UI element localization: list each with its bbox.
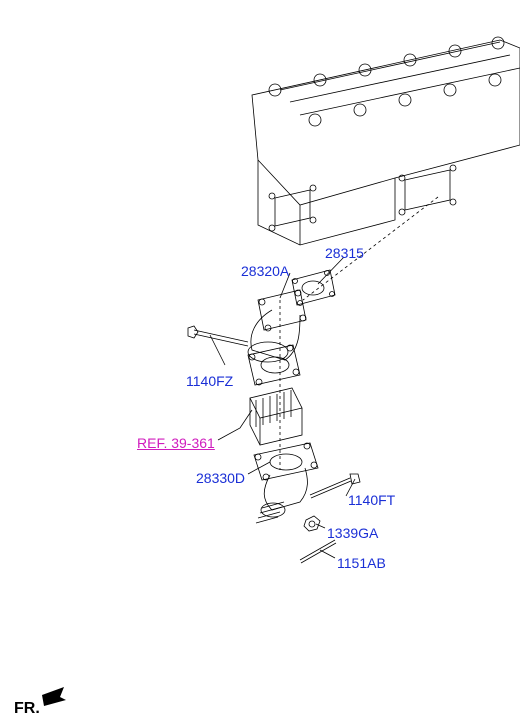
part-1140FZ: [188, 326, 248, 346]
part-28320A: [248, 290, 306, 385]
part-1339GA: [304, 516, 320, 531]
part-28315: [292, 270, 335, 306]
callout-28330D[interactable]: 28330D: [196, 470, 245, 486]
parts-diagram: 28315 28320A 1140FZ 28330D 1140FT 1339GA…: [0, 0, 520, 727]
reference-link[interactable]: REF. 39-361: [137, 435, 215, 451]
callout-1140FZ[interactable]: 1140FZ: [186, 373, 233, 389]
callout-1339GA[interactable]: 1339GA: [327, 525, 378, 541]
callout-28315[interactable]: 28315: [325, 245, 364, 261]
part-ref-39-361: [250, 388, 302, 445]
part-28330D: [254, 443, 318, 523]
cylinder-head: [252, 37, 520, 245]
callout-28320A[interactable]: 28320A: [241, 263, 289, 279]
callout-1140FT[interactable]: 1140FT: [348, 492, 395, 508]
fr-label: FR.: [14, 700, 40, 718]
fr-arrow-icon: [42, 687, 66, 706]
leader-lines: [210, 257, 355, 558]
part-1151AB: [300, 540, 336, 563]
callout-1151AB[interactable]: 1151AB: [337, 555, 386, 571]
diagram-svg: [0, 0, 520, 727]
